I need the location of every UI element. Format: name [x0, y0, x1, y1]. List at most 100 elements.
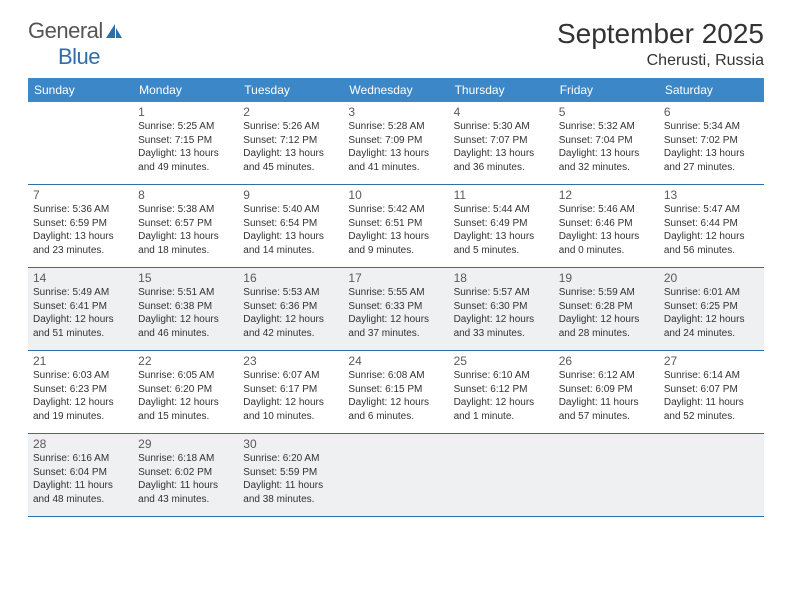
- sunset-line: Sunset: 6:38 PM: [138, 300, 233, 314]
- day-cell: 25Sunrise: 6:10 AMSunset: 6:12 PMDayligh…: [449, 351, 554, 433]
- day-number: 10: [348, 188, 443, 202]
- sunrise-line: Sunrise: 5:53 AM: [243, 286, 338, 300]
- sunrise-line: Sunrise: 5:25 AM: [138, 120, 233, 134]
- sunrise-line: Sunrise: 6:14 AM: [664, 369, 759, 383]
- day-cell: 9Sunrise: 5:40 AMSunset: 6:54 PMDaylight…: [238, 185, 343, 267]
- day-number: 16: [243, 271, 338, 285]
- day-cell: [449, 434, 554, 516]
- header: GeneralBlue September 2025 Cherusti, Rus…: [28, 18, 764, 70]
- sunrise-line: Sunrise: 5:46 AM: [559, 203, 654, 217]
- day-cell: 27Sunrise: 6:14 AMSunset: 6:07 PMDayligh…: [659, 351, 764, 433]
- day-cell: 7Sunrise: 5:36 AMSunset: 6:59 PMDaylight…: [28, 185, 133, 267]
- weekday-header: SundayMondayTuesdayWednesdayThursdayFrid…: [28, 78, 764, 102]
- day-number: 6: [664, 105, 759, 119]
- sunrise-line: Sunrise: 6:08 AM: [348, 369, 443, 383]
- day-number: 30: [243, 437, 338, 451]
- logo-part1: General: [28, 18, 103, 43]
- day-cell: 10Sunrise: 5:42 AMSunset: 6:51 PMDayligh…: [343, 185, 448, 267]
- day-number: 1: [138, 105, 233, 119]
- week-row: 14Sunrise: 5:49 AMSunset: 6:41 PM Dayligh…: [28, 268, 764, 351]
- sunrise-line: Sunrise: 5:49 AM: [33, 286, 128, 300]
- day-cell: 30Sunrise: 6:20 AMSunset: 5:59 PMDayligh…: [238, 434, 343, 516]
- sunset-line: Sunset: 6:09 PM: [559, 383, 654, 397]
- day-number: 2: [243, 105, 338, 119]
- sunrise-line: Sunrise: 5:57 AM: [454, 286, 549, 300]
- day-cell: 19Sunrise: 5:59 AMSunset: 6:28 PMDayligh…: [554, 268, 659, 350]
- sunset-line: Sunset: 7:07 PM: [454, 134, 549, 148]
- day-cell: 15Sunrise: 5:51 AMSunset: 6:38 PMDayligh…: [133, 268, 238, 350]
- day-cell: 11Sunrise: 5:44 AMSunset: 6:49 PMDayligh…: [449, 185, 554, 267]
- day-cell: 2Sunrise: 5:26 AMSunset: 7:12 PMDaylight…: [238, 102, 343, 184]
- daylight-line: Daylight: 13 hours and 14 minutes.: [243, 230, 338, 257]
- day-number: 11: [454, 188, 549, 202]
- day-number: 27: [664, 354, 759, 368]
- daylight-line: Daylight: 13 hours and 5 minutes.: [454, 230, 549, 257]
- day-cell: [28, 102, 133, 184]
- day-number: 4: [454, 105, 549, 119]
- daylight-line: Daylight: 12 hours and 33 minutes.: [454, 313, 549, 340]
- sunrise-line: Sunrise: 6:16 AM: [33, 452, 128, 466]
- daylight-line: Daylight: 13 hours and 18 minutes.: [138, 230, 233, 257]
- daylight-line: Daylight: 13 hours and 0 minutes.: [559, 230, 654, 257]
- daylight-line: Daylight: 13 hours and 23 minutes.: [33, 230, 128, 257]
- daylight-line: Daylight: 12 hours and 1 minute.: [454, 396, 549, 423]
- day-number: 20: [664, 271, 759, 285]
- day-cell: 17Sunrise: 5:55 AMSunset: 6:33 PMDayligh…: [343, 268, 448, 350]
- sunrise-line: Sunrise: 5:47 AM: [664, 203, 759, 217]
- daylight-line: Daylight: 11 hours and 57 minutes.: [559, 396, 654, 423]
- sunrise-line: Sunrise: 5:42 AM: [348, 203, 443, 217]
- sunset-line: Sunset: 7:12 PM: [243, 134, 338, 148]
- sunset-line: Sunset: 6:57 PM: [138, 217, 233, 231]
- day-cell: [554, 434, 659, 516]
- daylight-line: Daylight: 12 hours and 6 minutes.: [348, 396, 443, 423]
- day-number: 9: [243, 188, 338, 202]
- weekday-tuesday: Tuesday: [238, 78, 343, 102]
- daylight-line: Daylight: 13 hours and 45 minutes.: [243, 147, 338, 174]
- sunrise-line: Sunrise: 5:59 AM: [559, 286, 654, 300]
- day-cell: 24Sunrise: 6:08 AMSunset: 6:15 PMDayligh…: [343, 351, 448, 433]
- day-cell: 28Sunrise: 6:16 AMSunset: 6:04 PMDayligh…: [28, 434, 133, 516]
- day-cell: 13Sunrise: 5:47 AMSunset: 6:44 PMDayligh…: [659, 185, 764, 267]
- sunrise-line: Sunrise: 5:44 AM: [454, 203, 549, 217]
- weekday-thursday: Thursday: [449, 78, 554, 102]
- daylight-line: Daylight: 12 hours and 10 minutes.: [243, 396, 338, 423]
- daylight-line: Daylight: 13 hours and 41 minutes.: [348, 147, 443, 174]
- day-cell: 18Sunrise: 5:57 AMSunset: 6:30 PMDayligh…: [449, 268, 554, 350]
- sunset-line: Sunset: 6:30 PM: [454, 300, 549, 314]
- day-number: 15: [138, 271, 233, 285]
- day-number: 29: [138, 437, 233, 451]
- sunset-line: Sunset: 7:15 PM: [138, 134, 233, 148]
- sunrise-line: Sunrise: 5:40 AM: [243, 203, 338, 217]
- sunrise-line: Sunrise: 6:20 AM: [243, 452, 338, 466]
- location-label: Cherusti, Russia: [557, 52, 764, 70]
- calendar: SundayMondayTuesdayWednesdayThursdayFrid…: [28, 78, 764, 517]
- title-block: September 2025 Cherusti, Russia: [557, 18, 764, 70]
- day-number: 14: [33, 271, 128, 285]
- daylight-line: Daylight: 13 hours and 49 minutes.: [138, 147, 233, 174]
- sunrise-line: Sunrise: 5:30 AM: [454, 120, 549, 134]
- day-number: 13: [664, 188, 759, 202]
- sunrise-line: Sunrise: 6:01 AM: [664, 286, 759, 300]
- sunrise-line: Sunrise: 6:10 AM: [454, 369, 549, 383]
- sunset-line: Sunset: 6:59 PM: [33, 217, 128, 231]
- day-cell: 14Sunrise: 5:49 AMSunset: 6:41 PMDayligh…: [28, 268, 133, 350]
- day-cell: 29Sunrise: 6:18 AMSunset: 6:02 PMDayligh…: [133, 434, 238, 516]
- sunset-line: Sunset: 6:25 PM: [664, 300, 759, 314]
- day-number: 7: [33, 188, 128, 202]
- day-number: 17: [348, 271, 443, 285]
- sunset-line: Sunset: 6:36 PM: [243, 300, 338, 314]
- daylight-line: Daylight: 12 hours and 19 minutes.: [33, 396, 128, 423]
- sunset-line: Sunset: 6:41 PM: [33, 300, 128, 314]
- sunrise-line: Sunrise: 5:26 AM: [243, 120, 338, 134]
- day-number: 24: [348, 354, 443, 368]
- daylight-line: Daylight: 12 hours and 46 minutes.: [138, 313, 233, 340]
- week-row: 28Sunrise: 6:16 AMSunset: 6:04 PMDayligh…: [28, 434, 764, 517]
- daylight-line: Daylight: 13 hours and 27 minutes.: [664, 147, 759, 174]
- logo-text: GeneralBlue: [28, 18, 124, 70]
- day-number: 18: [454, 271, 549, 285]
- day-cell: 20Sunrise: 6:01 AMSunset: 6:25 PMDayligh…: [659, 268, 764, 350]
- sunrise-line: Sunrise: 5:32 AM: [559, 120, 654, 134]
- sunset-line: Sunset: 5:59 PM: [243, 466, 338, 480]
- day-cell: 3Sunrise: 5:28 AMSunset: 7:09 PMDaylight…: [343, 102, 448, 184]
- day-cell: [659, 434, 764, 516]
